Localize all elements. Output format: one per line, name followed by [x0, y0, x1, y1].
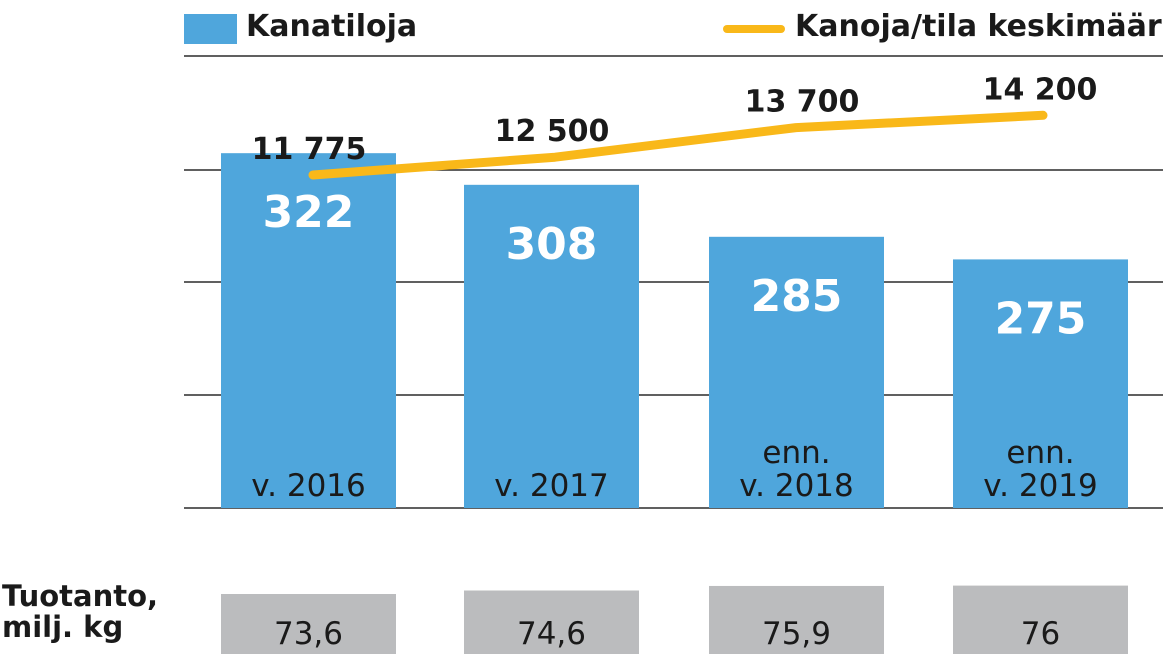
- farm-bar-2: [709, 236, 884, 509]
- category-label-2-1: v. 2018: [739, 468, 854, 504]
- legend-bars-label: Kanatiloja: [246, 9, 418, 44]
- production-axis-label: Tuotanto, milj. kg: [2, 581, 158, 643]
- legend-line-label: Kanoja/tila keskimäärin: [795, 9, 1163, 44]
- production-bar-3: [953, 585, 1128, 654]
- production-bar-2: [709, 585, 884, 654]
- farm-bar-0: [221, 153, 396, 508]
- farm-count-label-0: 322: [263, 187, 355, 238]
- hens-per-farm-label-2: 13 700: [745, 85, 860, 120]
- hens-per-farm-label-3: 14 200: [983, 72, 1098, 107]
- category-label-0-0: v. 2016: [251, 468, 366, 504]
- production-value-label-1: 74,6: [517, 616, 586, 652]
- production-value-label-2: 75,9: [762, 616, 831, 652]
- farm-count-label-3: 275: [995, 293, 1087, 344]
- farm-count-label-2: 285: [751, 271, 843, 322]
- hens-per-farm-line: [308, 110, 1048, 180]
- production-label-line2: milj. kg: [2, 610, 124, 644]
- category-label-1-0: v. 2017: [494, 468, 609, 504]
- production-value-label-0: 73,6: [274, 616, 343, 652]
- production-bar-0: [221, 594, 396, 654]
- hens-per-farm-label-0: 11 775: [252, 132, 367, 167]
- farm-count-label-1: 308: [506, 219, 598, 270]
- farm-bar-1: [464, 184, 639, 508]
- legend-bars-swatch: [184, 14, 237, 44]
- production-bar-1: [464, 590, 639, 654]
- farm-bar-3: [953, 259, 1128, 508]
- category-label-2-0: enn.: [762, 435, 830, 471]
- category-label-3-1: v. 2019: [983, 468, 1098, 504]
- legend-line-swatch: [723, 25, 785, 33]
- hens-per-farm-label-1: 12 500: [495, 114, 610, 149]
- production-value-label-3: 76: [1021, 616, 1060, 652]
- production-label-line1: Tuotanto,: [2, 579, 159, 613]
- category-label-3-0: enn.: [1006, 435, 1074, 471]
